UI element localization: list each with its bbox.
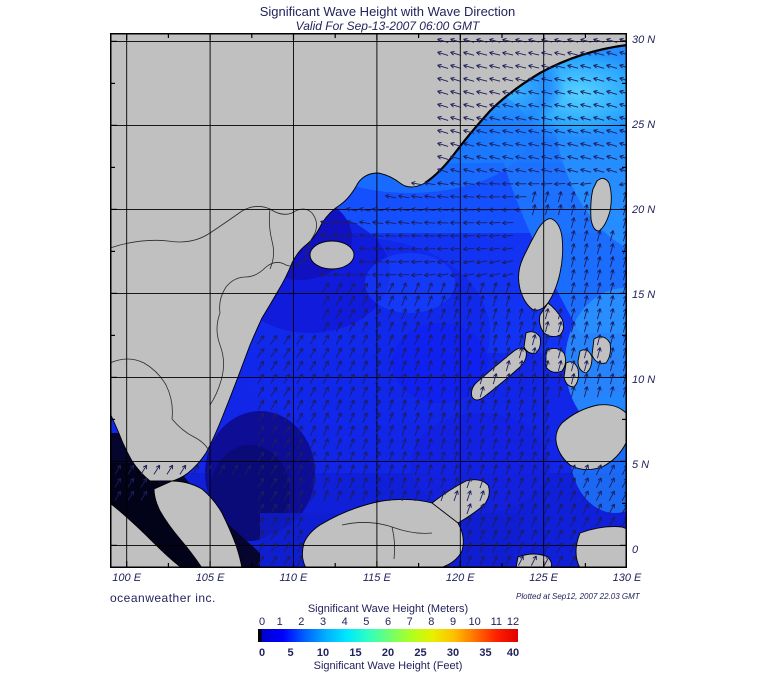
legend-ticks-feet: 0 5 10 15 20 25 30 35 40 — [258, 647, 520, 660]
legend-tick: 10 — [316, 647, 330, 659]
legend-tick: 5 — [363, 616, 370, 628]
page-subtitle: Valid For Sep-13-2007 06:00 GMT — [295, 19, 480, 33]
legend-tick: 3 — [319, 616, 327, 628]
legend-tick: 12 — [506, 616, 520, 628]
legend-tick: 8 — [428, 616, 435, 628]
y-tick-label: 30 N — [632, 34, 656, 47]
y-tick-label: 5 N — [632, 459, 650, 472]
x-tick-label: 115 E — [362, 572, 391, 584]
map-gridlines — [110, 33, 627, 568]
x-tick-label: 120 E — [445, 572, 475, 584]
legend-tick: 7 — [406, 616, 413, 628]
legend-tick: 4 — [341, 616, 348, 628]
legend-tick: 35 — [479, 647, 492, 659]
legend-tick: 10 — [468, 616, 481, 628]
legend-tick: 11 — [490, 616, 503, 628]
legend-title-feet: Significant Wave Height (Feet) — [313, 660, 463, 672]
colorbar — [258, 629, 518, 642]
x-tick-label: 100 E — [112, 572, 142, 584]
page-title: Significant Wave Height with Wave Direct… — [259, 4, 516, 19]
y-tick-label: 10 N — [632, 374, 656, 387]
wave-direction-arrows — [114, 37, 627, 567]
x-tick-label: 125 E — [529, 572, 558, 584]
y-tick-label: 15 N — [632, 289, 656, 302]
y-tick-label: 25 N — [632, 119, 656, 132]
legend-ticks-meters: 0 1 2 3 4 5 6 7 8 9 10 11 12 — [258, 616, 520, 629]
legend-tick: 2 — [298, 616, 305, 628]
x-tick-label: 130 E — [612, 572, 642, 584]
wave-height-map[interactable] — [110, 33, 627, 568]
map-plot-area[interactable] — [110, 33, 627, 568]
legend-tick: 6 — [384, 616, 392, 628]
legend-tick: 0 — [258, 647, 266, 659]
legend-tick: 30 — [446, 647, 460, 659]
legend-tick: 40 — [506, 647, 520, 659]
x-tick-label: 110 E — [279, 572, 308, 584]
arrow-glyphs — [114, 37, 627, 567]
credit-label: oceanweather inc. — [110, 591, 216, 605]
y-tick-label: 20 N — [632, 204, 656, 217]
legend-tick: 0 — [258, 616, 266, 628]
legend-tick: 20 — [381, 647, 395, 659]
legend-tick: 25 — [414, 647, 427, 659]
landmasses — [110, 33, 627, 568]
coastline-highlight — [424, 43, 627, 184]
x-tick-label: 105 E — [195, 572, 225, 584]
legend-tick: 1 — [276, 616, 283, 628]
plotted-timestamp: Plotted at Sep12, 2007 22.03 GMT — [516, 592, 640, 601]
legend-tick: 5 — [287, 647, 294, 659]
legend-title-meters: Significant Wave Height (Meters) — [307, 603, 469, 615]
legend-tick: 9 — [449, 616, 457, 628]
y-tick-label: 0 — [632, 544, 639, 557]
legend-tick: 15 — [349, 647, 362, 659]
